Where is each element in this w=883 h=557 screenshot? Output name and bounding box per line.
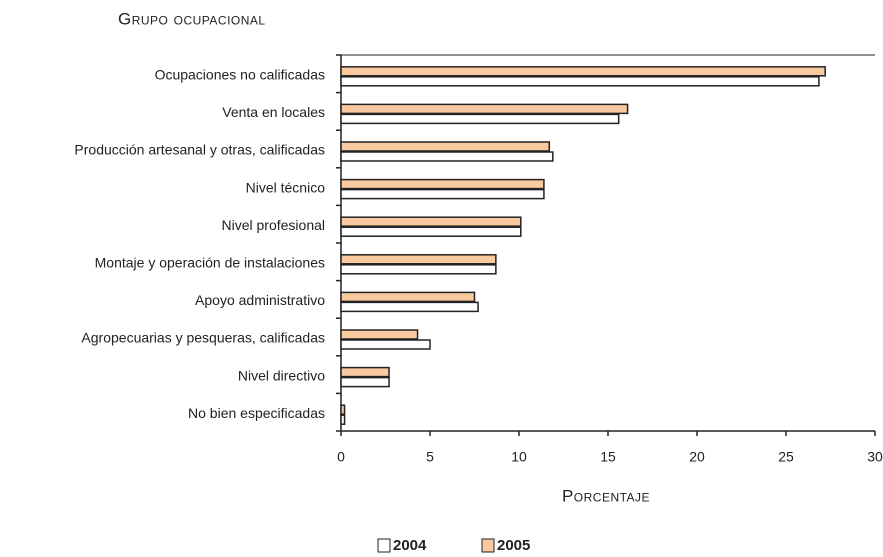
x-tick-label: 20 xyxy=(689,449,705,465)
legend-label: 2005 xyxy=(497,537,530,554)
y-tick-label: Ocupaciones no calificadas xyxy=(155,67,325,83)
y-tick-label: Montaje y operación de instalaciones xyxy=(95,255,325,271)
legend-swatch xyxy=(481,538,495,553)
x-axis-label: Porcentaje xyxy=(562,486,650,505)
y-tick-label: No bien especificadas xyxy=(188,405,325,421)
bar xyxy=(340,339,431,350)
legend-swatch xyxy=(377,538,391,553)
x-tick-label: 25 xyxy=(778,449,794,465)
y-tick-label: Venta en locales xyxy=(222,104,325,120)
bar xyxy=(340,414,346,425)
bar xyxy=(340,254,497,265)
x-tick-label: 5 xyxy=(426,449,434,465)
bar xyxy=(340,76,820,87)
y-tick-label: Agropecuarias y pesqueras, calificadas xyxy=(81,330,325,346)
y-tick-label: Nivel directivo xyxy=(238,367,325,383)
bar xyxy=(340,301,479,313)
bar xyxy=(340,376,390,388)
y-tick-label: Producción artesanal y otras, calificada… xyxy=(74,142,325,158)
bar xyxy=(340,291,476,303)
bar xyxy=(340,216,522,227)
bar xyxy=(340,178,545,190)
bar xyxy=(340,226,522,237)
bar xyxy=(340,404,346,415)
bar xyxy=(340,151,554,162)
chart-title: Grupo ocupacional xyxy=(118,9,266,28)
bar xyxy=(340,264,497,275)
bar xyxy=(340,329,419,340)
y-tick-label: Apoyo administrativo xyxy=(195,292,325,308)
y-tick-label: Nivel técnico xyxy=(246,179,326,195)
y-tick-label: Nivel profesional xyxy=(222,217,326,233)
legend-label: 2004 xyxy=(393,537,427,554)
bar xyxy=(340,141,551,152)
x-tick-label: 30 xyxy=(867,449,883,465)
bar xyxy=(340,103,629,115)
bar xyxy=(340,366,390,378)
x-tick-label: 0 xyxy=(337,449,345,465)
bar xyxy=(340,113,620,125)
x-tick-label: 15 xyxy=(600,449,616,465)
bar xyxy=(340,66,826,77)
x-tick-label: 10 xyxy=(511,449,527,465)
bar xyxy=(340,188,545,200)
